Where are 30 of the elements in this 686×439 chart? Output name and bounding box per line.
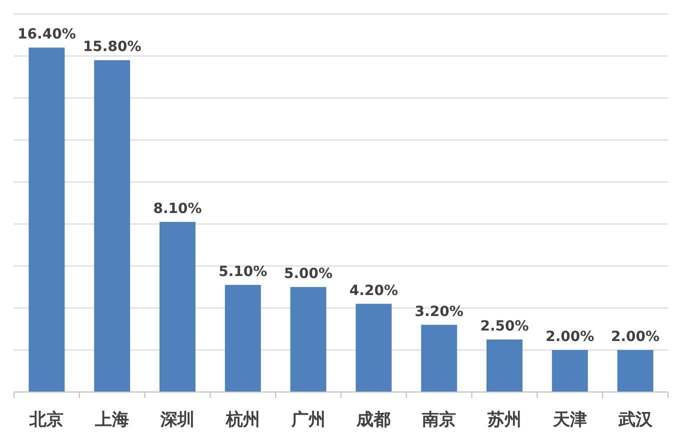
data-label: 5.00% [284,266,333,282]
bar [552,350,588,392]
bar [28,48,65,392]
data-label: 4.20% [349,282,398,299]
x-tick-label: 北京 [28,410,64,430]
data-label: 3.20% [414,304,464,320]
bar [421,324,458,392]
data-label: 2.00% [611,329,660,345]
x-tick-label: 天津 [552,410,587,430]
bar [224,284,261,392]
x-tick-label: 杭州 [224,410,260,430]
x-tick-label: 南京 [421,410,456,430]
data-label: 8.10% [153,200,202,217]
bar [356,304,392,392]
bar [160,222,196,392]
x-tick-label: 广州 [290,410,326,430]
x-tick-label: 苏州 [486,410,522,430]
bar [486,340,522,392]
x-tick-label: 上海 [94,410,130,430]
bar [617,350,654,392]
x-tick-label: 成都 [356,410,391,430]
x-tick-label: 深圳 [160,410,194,430]
data-label: 15.80% [82,39,142,56]
data-label: 2.00% [546,329,594,345]
data-label: 5.10% [218,264,268,280]
data-label: 16.40% [18,26,76,43]
data-label: 2.50% [480,318,529,334]
bar [290,287,326,392]
x-tick-label: 武汉 [617,410,654,430]
bar [94,60,130,392]
